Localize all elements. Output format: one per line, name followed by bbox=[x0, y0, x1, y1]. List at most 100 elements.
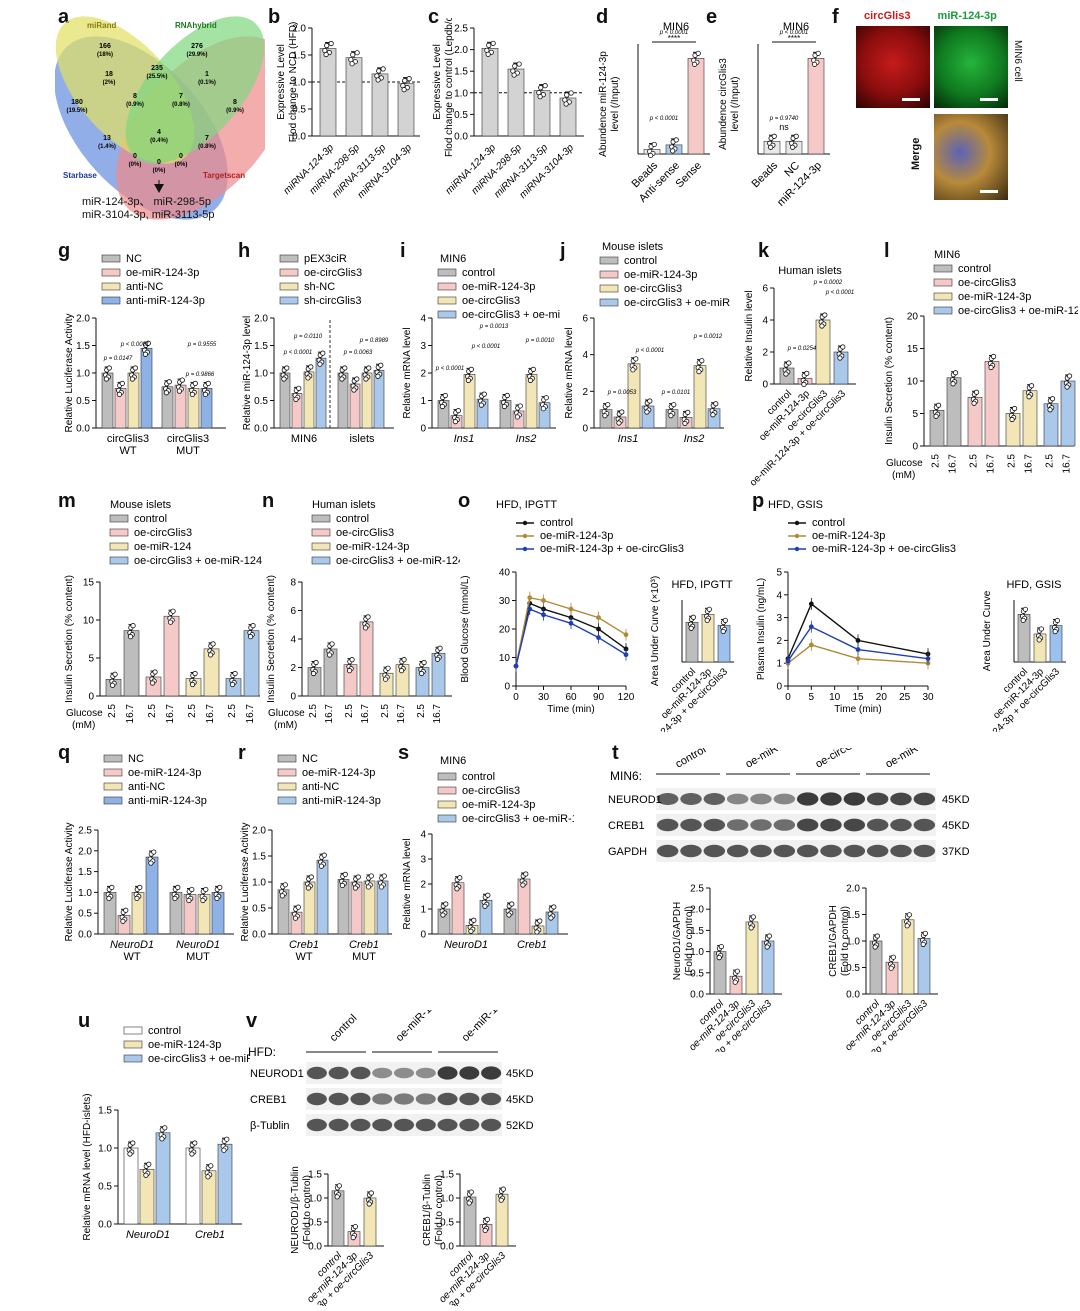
data-point bbox=[748, 925, 754, 931]
y-tick-label: 2 bbox=[420, 880, 426, 891]
blot-band-name: NEUROD1 bbox=[608, 794, 662, 806]
data-point bbox=[363, 376, 369, 382]
data-point bbox=[368, 873, 374, 879]
data-point bbox=[179, 377, 185, 383]
legend-swatch bbox=[933, 306, 953, 315]
data-point bbox=[378, 884, 385, 890]
glucose-axis-unit: (mM) bbox=[274, 720, 297, 731]
data-point bbox=[484, 1216, 490, 1222]
blot-band bbox=[820, 792, 842, 806]
data-point bbox=[651, 141, 657, 148]
data-point bbox=[434, 656, 441, 662]
blot-kd: 45KD bbox=[506, 1094, 534, 1106]
data-point bbox=[1026, 394, 1032, 400]
group-label: NeuroD1 bbox=[444, 939, 488, 951]
legend-label: oe-circGlis3 bbox=[336, 527, 394, 539]
data-point bbox=[1049, 396, 1056, 402]
p-value: p = 0.0010 bbox=[525, 338, 555, 344]
data-point bbox=[644, 409, 650, 415]
blot-band bbox=[350, 1092, 371, 1106]
data-point bbox=[109, 682, 116, 688]
legend-label: sh-circGlis3 bbox=[304, 295, 361, 307]
blot-band-name: CREB1 bbox=[608, 820, 645, 832]
data-point bbox=[605, 402, 611, 408]
panel-label-c: c bbox=[428, 6, 440, 28]
series-point bbox=[527, 606, 533, 612]
blot-band bbox=[820, 818, 842, 832]
y-tick-label: 2.0 bbox=[78, 846, 92, 857]
series-point bbox=[785, 658, 791, 664]
data-point bbox=[1047, 407, 1053, 413]
blot-band bbox=[372, 1093, 393, 1105]
data-point bbox=[189, 391, 196, 397]
y-tick-label: 1.5 bbox=[254, 341, 268, 352]
data-point bbox=[176, 388, 183, 394]
blot-band bbox=[773, 793, 796, 805]
venn-percent: (2%) bbox=[103, 80, 116, 86]
data-point bbox=[308, 364, 314, 370]
series-line bbox=[787, 644, 929, 664]
data-point bbox=[127, 1151, 133, 1157]
y-tick-label: 4 bbox=[776, 590, 782, 601]
data-point bbox=[406, 76, 412, 82]
y-tick-label: 0.5 bbox=[308, 1218, 322, 1229]
legend-label: oe-miR-124-3p bbox=[462, 281, 535, 293]
blot-band bbox=[393, 1093, 415, 1105]
blot-band bbox=[913, 792, 936, 806]
y-axis-label: Relative mRNA level bbox=[402, 838, 413, 929]
chart-title: MIN6 bbox=[934, 249, 960, 261]
venn-set-targetscan: Targetscan bbox=[203, 171, 245, 180]
panel-label-b: b bbox=[268, 6, 281, 28]
blot-band bbox=[843, 792, 866, 806]
glucose-label: 16.7 bbox=[1024, 454, 1035, 474]
data-point bbox=[486, 42, 492, 48]
blot-background bbox=[656, 840, 936, 862]
bar bbox=[946, 377, 962, 447]
data-point bbox=[485, 892, 491, 898]
data-point bbox=[722, 617, 728, 624]
blot-band bbox=[866, 844, 889, 858]
data-point bbox=[167, 619, 174, 625]
bar bbox=[376, 880, 389, 935]
y-tick-label: 4 bbox=[420, 314, 426, 325]
chart-title: Human islets bbox=[778, 265, 842, 277]
series-point bbox=[568, 620, 574, 626]
data-point bbox=[1052, 628, 1058, 635]
p-value: p = 0.8989 bbox=[359, 338, 389, 344]
data-point bbox=[801, 381, 807, 388]
legend-label: oe-circGlis3 bbox=[462, 785, 520, 797]
panel-label-p: p bbox=[752, 490, 765, 512]
data-point bbox=[321, 852, 327, 858]
data-point bbox=[130, 1140, 136, 1146]
data-point bbox=[381, 873, 387, 879]
bar bbox=[316, 859, 329, 935]
image-circglis3-channel bbox=[856, 26, 930, 108]
data-point bbox=[189, 886, 195, 893]
data-point bbox=[478, 402, 485, 408]
y-tick-label: 3 bbox=[420, 341, 426, 352]
data-point bbox=[334, 1194, 340, 1200]
data-point bbox=[764, 944, 770, 950]
chart-title: MIN6 bbox=[663, 21, 689, 33]
data-point bbox=[119, 380, 125, 386]
venn-count: 0 bbox=[179, 153, 183, 160]
bar bbox=[815, 319, 831, 385]
data-point bbox=[482, 903, 488, 909]
y-tick-label: 2 bbox=[290, 663, 296, 674]
y-tick-label: 0.0 bbox=[252, 930, 266, 941]
blot-band bbox=[913, 818, 936, 832]
blot-band bbox=[306, 1066, 327, 1080]
legend-label: anti-NC bbox=[126, 281, 163, 293]
y-tick-label: 1.5 bbox=[78, 867, 92, 878]
chart-e: MIN6 Abundence circGlis3 level (/Input) Bea… bbox=[718, 21, 830, 209]
data-point bbox=[815, 50, 821, 56]
y-tick-label: 0.5 bbox=[440, 1218, 454, 1229]
x-tick-label: 20 bbox=[876, 692, 888, 703]
p-value: p = 0.0147 bbox=[103, 356, 133, 362]
x-tick-label: 10 bbox=[829, 692, 841, 703]
legend-label: NC bbox=[302, 753, 318, 765]
p-value: p = 0.0254 bbox=[787, 346, 817, 352]
venn-result-line2: miR-3104-3p, miR-3113-5p bbox=[82, 209, 215, 221]
data-point bbox=[175, 884, 181, 890]
y-tick-label: 0 bbox=[776, 682, 782, 693]
